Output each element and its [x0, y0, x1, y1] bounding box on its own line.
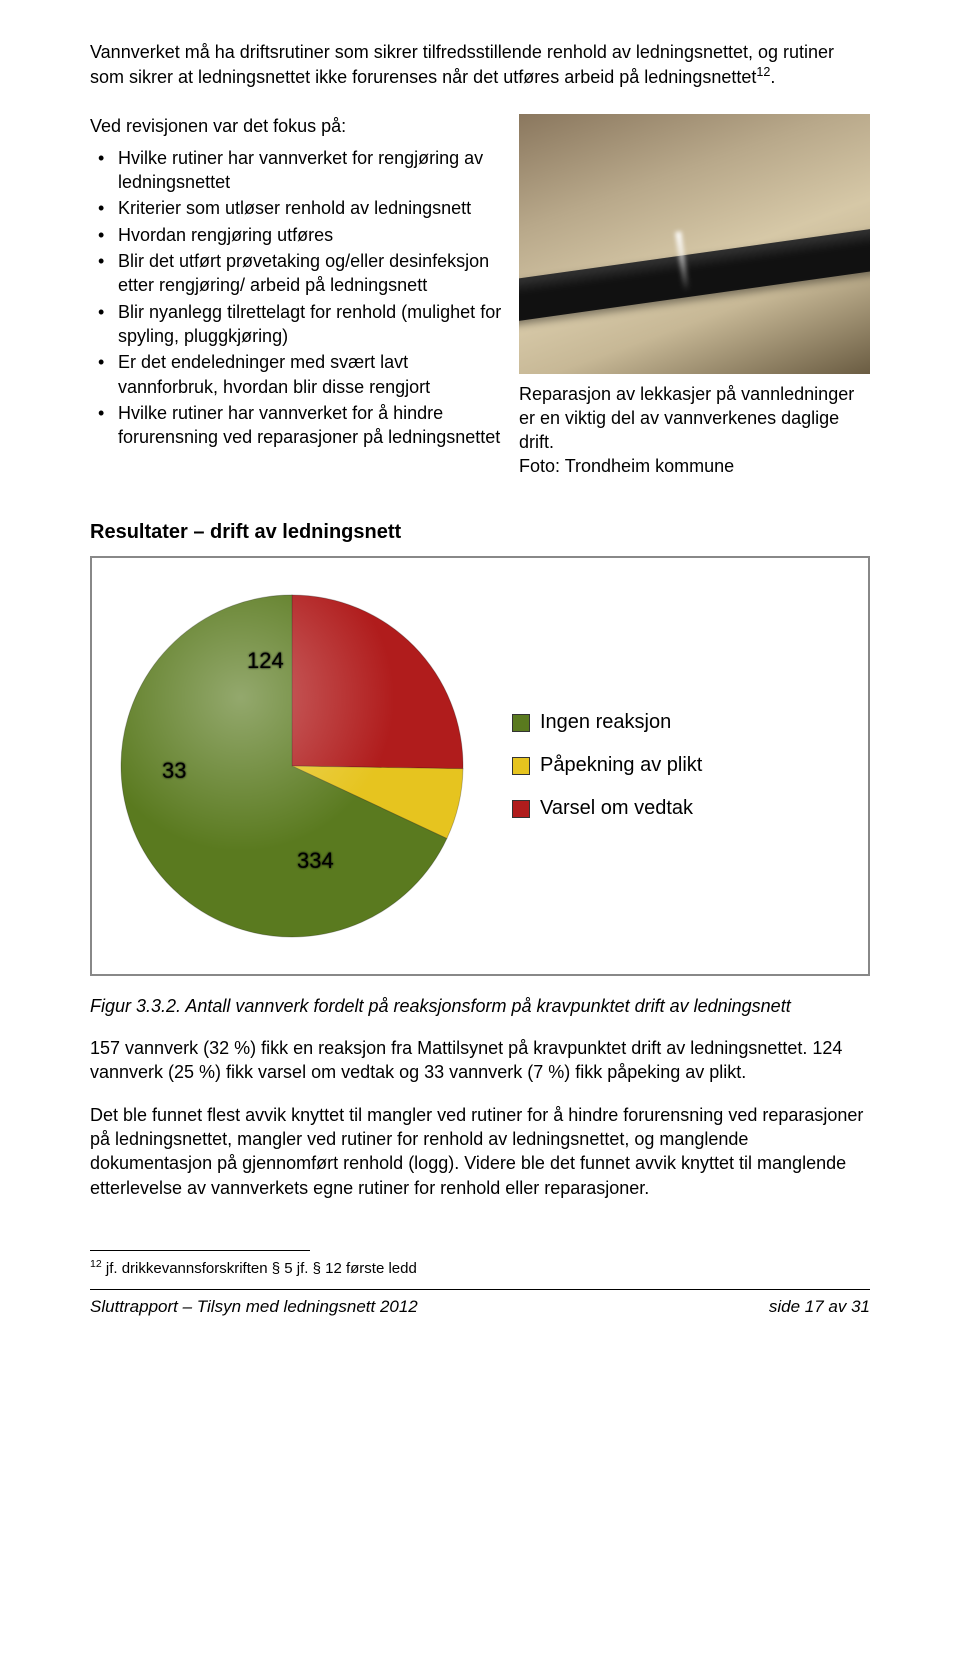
legend-label: Varsel om vedtak — [540, 795, 693, 822]
intro-text: Vannverket må ha driftsrutiner som sikre… — [90, 42, 834, 87]
intro-paragraph: Vannverket må ha driftsrutiner som sikre… — [90, 40, 870, 90]
legend-item: Påpekning av plikt — [512, 752, 702, 779]
page-footer: Sluttrapport – Tilsyn med ledningsnett 2… — [90, 1296, 870, 1319]
footnote-number: 12 — [90, 1258, 102, 1270]
sub-heading: Ved revisjonen var det fokus på: — [90, 114, 505, 138]
legend-swatch — [512, 714, 530, 732]
bullet-item: Hvilke rutiner har vannverket for rengjø… — [90, 146, 505, 195]
legend-label: Ingen reaksjon — [540, 709, 671, 736]
footnote: 12 jf. drikkevannsforskriften § 5 jf. § … — [90, 1257, 870, 1279]
results-section-title: Resultater – drift av ledningsnett — [90, 519, 870, 546]
intro-footnote-ref: 12 — [756, 65, 770, 79]
caption-line-2: Foto: Trondheim kommune — [519, 456, 734, 476]
bullet-item: Kriterier som utløser renhold av ledning… — [90, 196, 505, 220]
bullet-item: Hvordan rengjøring utføres — [90, 223, 505, 247]
footnote-separator — [90, 1250, 310, 1251]
legend-label: Påpekning av plikt — [540, 752, 702, 779]
photo-caption: Reparasjon av lekkasjer på vannledninger… — [519, 382, 870, 479]
focus-bullet-list: Hvilke rutiner har vannverket for rengjø… — [90, 146, 505, 450]
footer-right: side 17 av 31 — [769, 1296, 870, 1319]
bullet-item: Blir det utført prøvetaking og/eller des… — [90, 249, 505, 298]
pie-value-label: 334 — [297, 846, 334, 876]
pipe-repair-photo — [519, 114, 870, 374]
bullet-item: Er det endeledninger med svært lavt vann… — [90, 350, 505, 399]
footer-separator — [90, 1289, 870, 1290]
pie-chart-area: 124 33 334 — [112, 586, 472, 946]
legend-swatch — [512, 757, 530, 775]
bullet-item: Blir nyanlegg tilrettelagt for renhold (… — [90, 300, 505, 349]
legend-item: Ingen reaksjon — [512, 709, 702, 736]
pie-legend: Ingen reaksjon Påpekning av plikt Varsel o… — [512, 709, 702, 822]
legend-swatch — [512, 800, 530, 818]
body-paragraph-1: 157 vannverk (32 %) fikk en reaksjon fra… — [90, 1036, 870, 1085]
legend-item: Varsel om vedtak — [512, 795, 702, 822]
pie-value-label: 33 — [162, 756, 186, 786]
pie-value-label: 124 — [247, 646, 284, 676]
caption-line-1: Reparasjon av lekkasjer på vannledninger… — [519, 384, 854, 453]
results-pie-chart: 124 33 334 Ingen reaksjon Påpekning av plik… — [90, 556, 870, 976]
footnote-text: jf. drikkevannsforskriften § 5 jf. § 12 … — [102, 1260, 417, 1277]
bullet-item: Hvilke rutiner har vannverket for å hind… — [90, 401, 505, 450]
intro-end: . — [770, 67, 775, 87]
figure-caption: Figur 3.3.2. Antall vannverk fordelt på … — [90, 994, 870, 1018]
footer-left: Sluttrapport – Tilsyn med ledningsnett 2… — [90, 1296, 418, 1319]
body-paragraph-2: Det ble funnet flest avvik knyttet til m… — [90, 1103, 870, 1200]
